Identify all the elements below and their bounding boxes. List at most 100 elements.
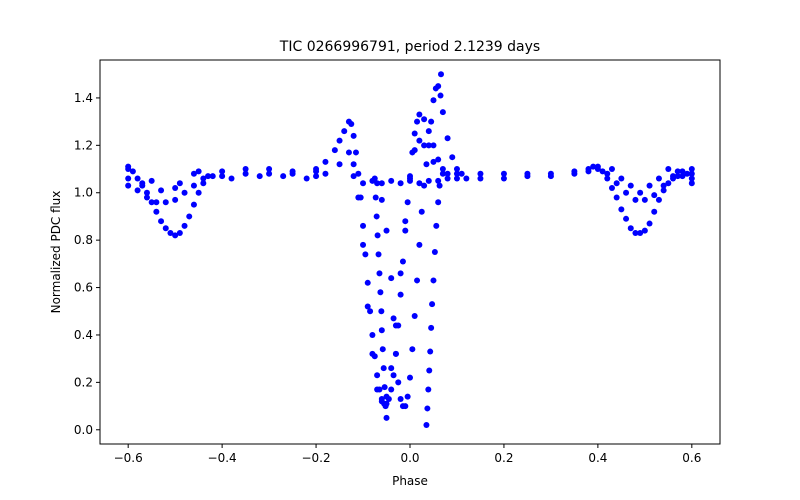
data-point <box>242 170 249 177</box>
data-point <box>162 199 169 206</box>
data-point <box>641 196 648 203</box>
data-point <box>679 173 686 180</box>
data-point <box>458 170 465 177</box>
data-point <box>322 170 329 177</box>
data-point <box>190 170 197 177</box>
data-point <box>388 275 395 282</box>
x-axis-ticks: −0.6 −0.4 −0.2 0.0 0.2 0.4 0.6 <box>114 444 701 465</box>
data-point <box>369 331 376 338</box>
data-point <box>374 180 381 187</box>
x-tick-label: −0.4 <box>208 451 237 465</box>
data-point <box>148 199 155 206</box>
data-point <box>134 187 141 194</box>
data-point <box>375 251 382 258</box>
data-point <box>637 189 644 196</box>
data-point <box>421 142 428 149</box>
y-tick-label: 0.0 <box>74 423 93 437</box>
data-point <box>416 180 423 187</box>
data-point <box>205 173 212 180</box>
data-point <box>383 414 390 421</box>
data-point <box>360 222 367 229</box>
data-point <box>444 175 451 182</box>
data-point <box>608 166 615 173</box>
data-point <box>438 71 444 78</box>
data-point <box>372 194 379 201</box>
data-point <box>404 199 411 206</box>
data-point <box>362 251 369 258</box>
data-point <box>423 422 430 429</box>
data-point <box>388 365 395 372</box>
x-tick-label: 0.0 <box>400 451 419 465</box>
data-point <box>613 180 620 187</box>
data-point <box>148 177 155 184</box>
x-axis-label: Phase <box>392 474 428 488</box>
data-point <box>134 175 141 182</box>
y-tick-label: 0.8 <box>74 233 93 247</box>
data-point <box>632 230 639 237</box>
data-point <box>414 118 421 125</box>
plot-frame <box>99 59 721 445</box>
data-point <box>435 199 442 206</box>
data-point <box>411 130 418 137</box>
data-point <box>416 241 423 248</box>
data-point <box>369 177 376 184</box>
data-point <box>376 270 383 277</box>
data-point <box>679 168 686 175</box>
data-point <box>379 346 386 353</box>
data-point <box>200 180 207 187</box>
data-point <box>665 166 672 173</box>
data-point <box>453 170 460 177</box>
data-point <box>463 175 470 182</box>
data-point <box>674 173 681 180</box>
data-point <box>158 187 165 194</box>
data-point <box>670 173 677 180</box>
data-point <box>414 277 421 284</box>
data-point <box>158 218 165 225</box>
x-tick-label: −0.6 <box>114 451 143 465</box>
data-point <box>594 163 601 170</box>
data-point <box>382 403 389 410</box>
data-point <box>341 128 348 135</box>
data-point <box>378 327 385 334</box>
data-point <box>688 166 695 173</box>
data-point <box>195 189 202 196</box>
data-point <box>313 166 320 173</box>
data-point <box>390 315 397 322</box>
data-point <box>345 149 352 156</box>
data-point <box>425 386 432 393</box>
data-point <box>402 218 409 225</box>
data-point <box>411 147 418 154</box>
data-point <box>336 161 343 168</box>
data-point <box>613 194 620 201</box>
x-tick-label: −0.2 <box>301 451 330 465</box>
data-point <box>181 189 188 196</box>
data-point <box>374 232 381 239</box>
data-point <box>367 308 374 315</box>
data-point <box>439 170 446 177</box>
data-point <box>377 289 384 296</box>
data-point <box>350 132 357 139</box>
data-point <box>637 230 644 237</box>
data-point <box>477 170 484 177</box>
data-point <box>388 177 395 184</box>
data-point <box>139 180 146 187</box>
data-point <box>421 116 428 123</box>
data-point <box>477 175 484 182</box>
data-point <box>618 175 625 182</box>
data-point <box>322 158 329 165</box>
y-tick-label: 1.2 <box>74 138 93 152</box>
data-point <box>665 180 672 187</box>
data-point <box>427 348 434 355</box>
data-point <box>646 182 653 189</box>
data-point <box>360 180 367 187</box>
data-point <box>200 175 207 182</box>
y-tick-label: 1.0 <box>74 186 93 200</box>
data-point <box>524 173 531 180</box>
data-point <box>444 135 451 142</box>
data-point <box>397 270 404 277</box>
data-point <box>428 324 435 331</box>
data-point <box>571 168 578 175</box>
data-point <box>402 227 409 234</box>
